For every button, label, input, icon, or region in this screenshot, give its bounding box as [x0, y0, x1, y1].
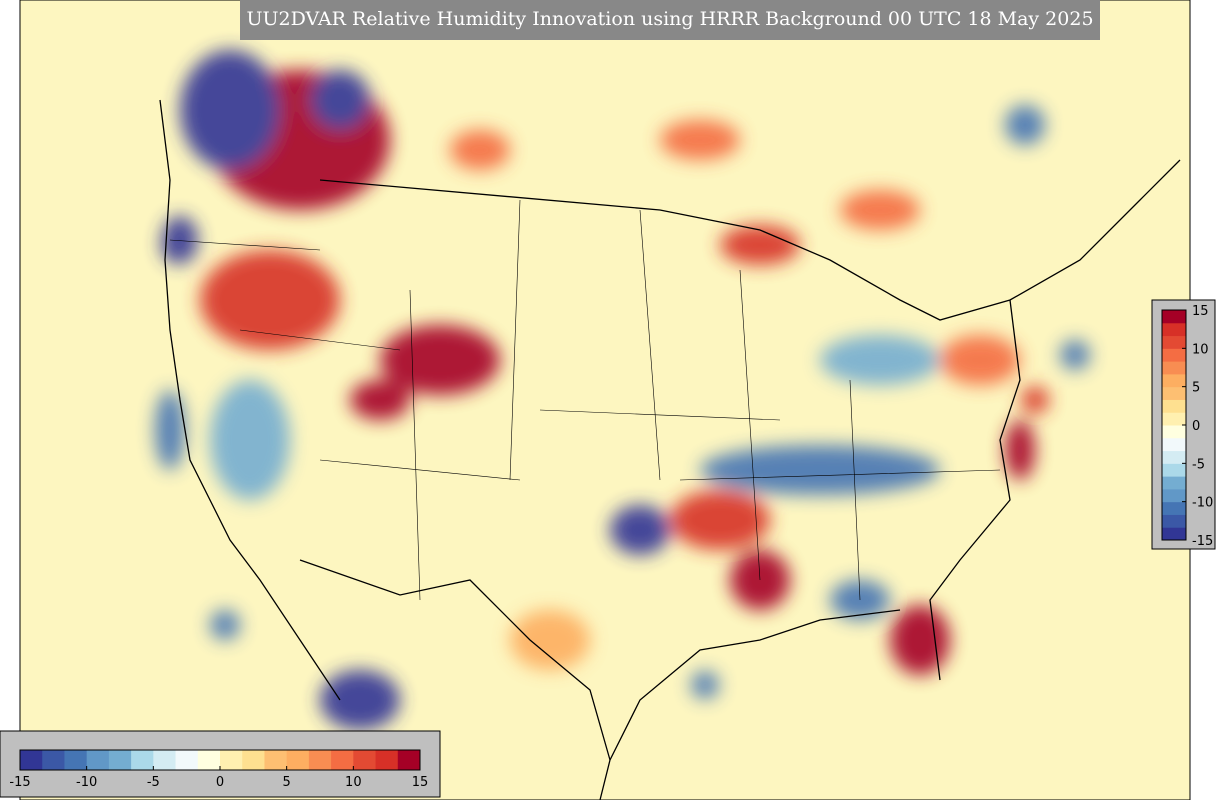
tick-label: -5	[1192, 457, 1205, 472]
tick-label: -10	[76, 775, 97, 790]
tick-label: -10	[1192, 496, 1213, 511]
colorbar-segment	[286, 750, 310, 770]
tick-label: 0	[216, 775, 224, 790]
tick-label: 0	[1192, 419, 1200, 434]
boundaries	[159, 99, 1181, 800]
colorbar-segment	[175, 750, 199, 770]
tick-label: 5	[1192, 381, 1200, 396]
colorbar-segment	[108, 750, 132, 770]
colorbar-segment	[1162, 476, 1186, 490]
colorbar-segment	[1162, 361, 1186, 375]
title-background	[240, 0, 1100, 40]
colorbar-segment	[353, 750, 377, 770]
tick-label: -15	[1192, 534, 1213, 549]
colorbar-segment	[153, 750, 177, 770]
colorbar-segment	[242, 750, 265, 770]
colorbar-segment	[1162, 437, 1186, 452]
coastline	[929, 299, 1021, 681]
colorbar-segment	[397, 750, 421, 770]
title: UU2DVAR Relative Humidity Innovation usi…	[246, 8, 1093, 30]
colorbar-segment	[20, 750, 43, 770]
colorbar-segment	[1162, 514, 1186, 528]
colorbar-segment	[1162, 425, 1186, 439]
border	[299, 559, 611, 761]
colorbar-segment	[220, 750, 243, 770]
colorbar-segment	[1162, 412, 1186, 426]
map	[19, 0, 1191, 800]
colorbar-segment	[308, 750, 332, 770]
colorbar-horizontal: -15 -10 -5 0 5 10 15	[0, 730, 441, 798]
coastline	[159, 99, 341, 701]
tick-label: 15	[1192, 304, 1209, 319]
colorbar-segment	[1162, 399, 1186, 413]
colorbar-segment	[131, 750, 154, 770]
colorbar-segment	[331, 750, 354, 770]
colorbar-segment	[1162, 527, 1186, 541]
colorbar-segment	[1162, 386, 1186, 400]
colorbar-segment	[42, 750, 65, 770]
colorbar-segment	[1162, 322, 1186, 337]
colorbar-segment	[1162, 310, 1186, 324]
tick-label: 10	[1192, 342, 1209, 357]
colorbar-segment	[1162, 450, 1186, 464]
colorbar-segment	[1162, 335, 1186, 349]
colorbar-vertical: -15 -10 -5 0 5 10 15	[1151, 299, 1216, 550]
tick-label: -15	[9, 775, 30, 790]
colorbar-segment	[197, 750, 221, 770]
colorbar-segment	[1162, 348, 1186, 362]
tick-label: -5	[147, 775, 160, 790]
colorbar-segment	[375, 750, 399, 770]
colorbar-segment	[86, 750, 110, 770]
colorbar-segment	[1162, 501, 1186, 515]
field-blobs	[155, 50, 1090, 730]
colorbar-segment	[264, 750, 288, 770]
state-lines	[169, 199, 1001, 601]
tick-label: 10	[345, 775, 362, 790]
tick-label: 15	[412, 775, 429, 790]
colorbar-segment	[1162, 488, 1186, 503]
colorbar-segment	[1162, 463, 1186, 477]
colorbar-segment	[1162, 373, 1186, 388]
colorbar-segment	[64, 750, 88, 770]
border	[319, 159, 1181, 321]
title-box: UU2DVAR Relative Humidity Innovation usi…	[240, 0, 1100, 40]
tick-label: 5	[283, 775, 291, 790]
